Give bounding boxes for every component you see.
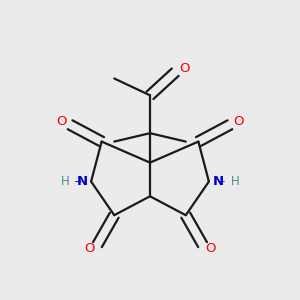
Text: O: O xyxy=(205,242,215,255)
Text: −: − xyxy=(217,176,226,187)
Text: O: O xyxy=(233,115,244,128)
Text: H: H xyxy=(61,175,69,188)
Text: −: − xyxy=(74,176,83,187)
Text: O: O xyxy=(56,115,67,128)
Text: O: O xyxy=(179,62,190,75)
Text: N: N xyxy=(76,175,88,188)
Text: H: H xyxy=(231,175,239,188)
Text: O: O xyxy=(85,242,95,255)
Text: N: N xyxy=(212,175,224,188)
